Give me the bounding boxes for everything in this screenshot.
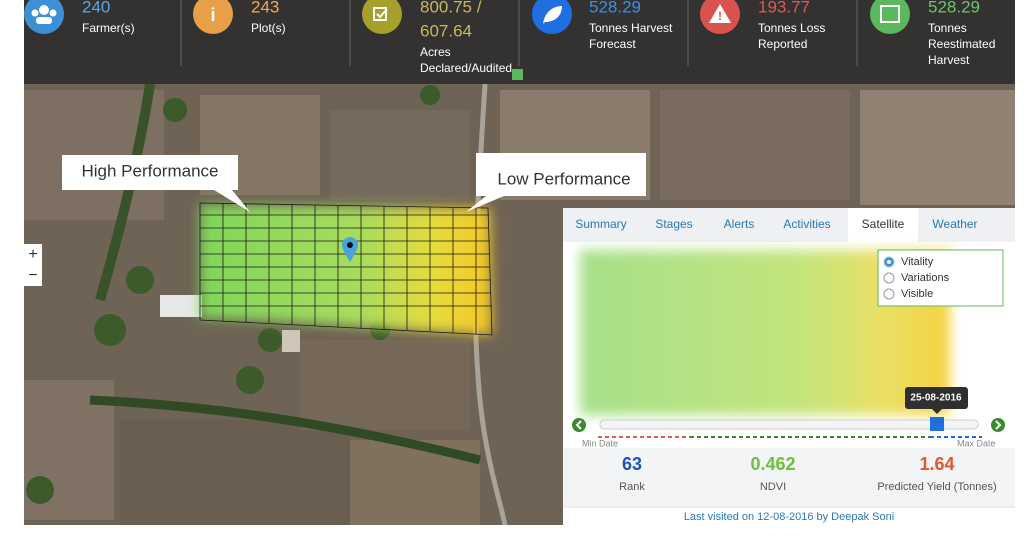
slider-next[interactable]	[991, 418, 1005, 432]
radio-dot	[887, 260, 891, 264]
icon-glyph: !	[718, 9, 722, 23]
callout-text: High Performance	[81, 161, 218, 180]
layer-selector	[877, 249, 1004, 307]
metrics-bg	[563, 448, 1015, 506]
slider-min-label: Min Date	[582, 438, 618, 448]
stat-value: 528.29	[589, 0, 641, 16]
stat-value: 240	[82, 0, 110, 16]
icon-glyph	[373, 7, 388, 21]
map-pin-dot	[347, 242, 353, 248]
stat-value: 528.29	[928, 0, 980, 16]
icon-glyph	[543, 6, 562, 24]
stat-label: Tonnes Harvest	[589, 21, 673, 35]
zoom-out[interactable]: −	[28, 267, 37, 284]
stat-label: Reported	[758, 37, 807, 51]
metric-label: NDVI	[760, 481, 786, 493]
performance-overlay	[200, 205, 492, 335]
icon-glyph	[880, 5, 900, 23]
plot-panel: Summary Stages Alerts Activities Satelli…	[563, 208, 1015, 525]
callout-text: Low Performance	[497, 169, 630, 188]
stat-value: 800.75 /	[420, 0, 482, 16]
expand-button[interactable]	[512, 69, 523, 80]
metric-value: 1.64	[919, 454, 954, 474]
slider-prev[interactable]	[572, 418, 586, 432]
field	[120, 420, 350, 525]
icon-farmers	[24, 0, 64, 34]
stat-label: Acres	[420, 45, 451, 59]
tree-line	[89, 395, 482, 465]
arrow-glyph	[575, 420, 582, 430]
map-pin[interactable]	[342, 237, 358, 262]
tooltip-text: 25-08-2016	[910, 393, 962, 404]
tab[interactable]: Summary	[575, 217, 626, 231]
header-dividers	[180, 0, 858, 66]
building	[282, 330, 300, 352]
stat-label: Farmer(s)	[82, 21, 135, 35]
tree-line	[95, 83, 155, 302]
zoom-control	[24, 244, 42, 286]
tooltip-arrow	[932, 409, 942, 414]
radio[interactable]	[883, 288, 895, 300]
active-tab	[848, 208, 918, 242]
layer-option[interactable]: Vitality	[901, 256, 934, 268]
stat-label: Plot(s)	[251, 21, 286, 35]
layer-option[interactable]: Visible	[901, 288, 933, 300]
tab-bar	[563, 208, 1015, 242]
stat-label: Declared/Audited	[420, 61, 512, 75]
building	[160, 295, 202, 317]
radio[interactable]	[883, 272, 895, 284]
icon-glyph: i	[210, 5, 215, 25]
stat-label: Tonnes	[928, 21, 967, 35]
stat-label: Forecast	[589, 37, 636, 51]
callout-box	[62, 155, 250, 212]
field	[660, 90, 850, 200]
callout-low: Low Performance	[466, 153, 646, 212]
metric-value: 0.462	[750, 454, 795, 474]
icon-glyph	[31, 5, 57, 24]
callout-high: High Performance	[62, 155, 250, 212]
icon-glyph	[709, 4, 731, 23]
stat-value: 607.64	[420, 21, 472, 40]
metric-label: Predicted Yield (Tonnes)	[877, 481, 996, 493]
arrow-glyph	[995, 420, 1002, 430]
stat-label: Reestimated	[928, 37, 995, 51]
date-tooltip	[905, 387, 968, 409]
layer-option[interactable]: Variations	[901, 272, 950, 284]
zoom-in[interactable]: +	[28, 246, 37, 263]
trees	[26, 85, 440, 504]
vitality-image	[580, 250, 950, 415]
stat-value: 243	[251, 0, 279, 16]
tab[interactable]: Alerts	[724, 217, 755, 231]
stat-label: Harvest	[928, 53, 970, 67]
stat-label: Tonnes Loss	[758, 21, 825, 35]
icon-plots	[193, 0, 233, 34]
field	[300, 340, 470, 430]
last-visited: Last visited on 12-08-2016 by Deepak Son…	[684, 511, 894, 523]
tab[interactable]: Stages	[655, 217, 692, 231]
tab[interactable]: Weather	[932, 217, 977, 231]
tab[interactable]: Activities	[783, 217, 830, 231]
slider-track	[599, 419, 979, 430]
slider-handle[interactable]	[930, 417, 944, 431]
slider-max-label: Max Date	[957, 438, 996, 448]
field	[330, 110, 470, 200]
callout-box	[466, 153, 646, 212]
icon-acres	[362, 0, 402, 34]
field	[860, 90, 1015, 205]
metric-value: 63	[622, 454, 642, 474]
tab[interactable]: Satellite	[862, 217, 905, 231]
metric-label: Rank	[619, 481, 645, 493]
stat-value: 193.77	[758, 0, 810, 16]
